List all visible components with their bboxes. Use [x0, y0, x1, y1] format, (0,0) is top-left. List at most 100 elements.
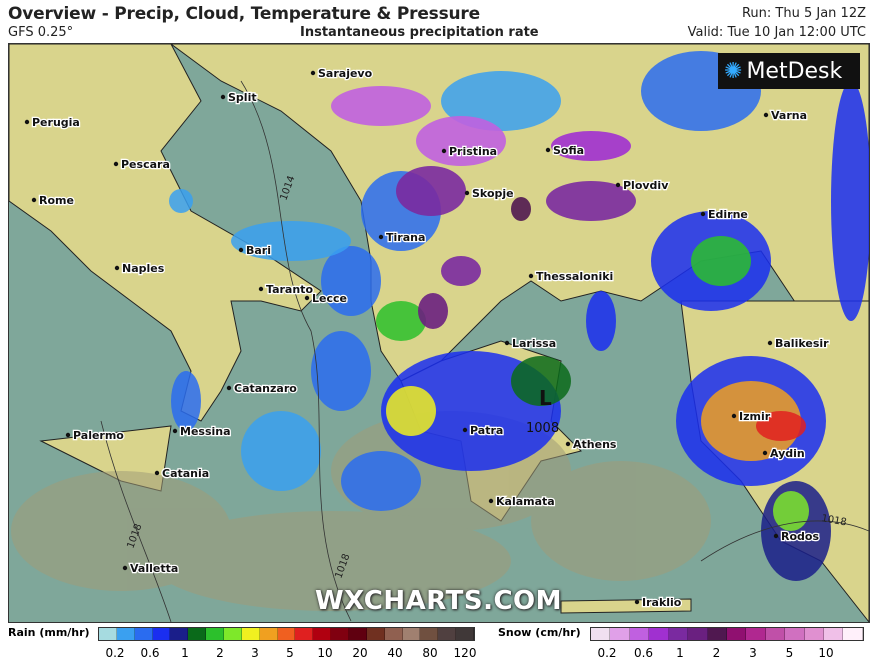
valid-time: Valid: Tue 10 Jan 12:00 UTC: [687, 25, 866, 40]
low-pressure-value: 1008: [526, 421, 559, 436]
color-swatch: [668, 628, 689, 640]
color-swatch: [188, 628, 207, 640]
city-label: Plovdiv: [623, 179, 669, 192]
city-dot: [700, 211, 706, 217]
legend-tick: 5: [286, 646, 294, 660]
italy-land: [9, 44, 322, 422]
city-label: Thessaloniki: [536, 270, 613, 283]
city-perugia: Perugia: [24, 115, 81, 130]
city-dot: [504, 340, 510, 346]
snow-area: [416, 116, 506, 166]
city-label: Edirne: [708, 208, 748, 221]
color-swatch: [99, 628, 117, 640]
legend-tick: 3: [251, 646, 259, 660]
city-dot: [238, 247, 244, 253]
city-dot: [113, 161, 119, 167]
color-swatch: [591, 628, 611, 640]
rain-area: [701, 381, 801, 461]
watermark: WXCHARTS.COM: [315, 586, 563, 616]
legend-tick: 10: [317, 646, 333, 660]
city-label: Skopje: [472, 187, 514, 200]
legend-tick: 10: [818, 646, 834, 660]
city-dot: [464, 190, 470, 196]
city-label: Palermo: [73, 429, 124, 442]
low-pressure-symbol: L: [539, 386, 552, 410]
color-swatch: [456, 628, 475, 640]
color-swatch: [206, 628, 225, 640]
city-split: Split: [220, 90, 258, 105]
city-label: Kalamata: [496, 495, 555, 508]
color-swatch: [241, 628, 260, 640]
city-dot: [545, 147, 551, 153]
city-dot: [24, 119, 30, 125]
city-label: Athens: [573, 438, 617, 451]
model-label: GFS 0.25°: [8, 25, 74, 40]
city-dot: [634, 599, 640, 605]
color-swatch: [649, 628, 669, 640]
city-kalamata: Kalamata: [488, 494, 556, 509]
city-label: Tirana: [386, 231, 425, 244]
crete-land: [560, 598, 692, 614]
legend-tick: 120: [453, 646, 477, 660]
city-label: Varna: [771, 109, 807, 122]
color-swatch: [688, 628, 708, 640]
city-balikesir: Balikesir: [767, 336, 830, 351]
snow-area: [546, 181, 636, 221]
color-swatch: [313, 628, 332, 640]
city-plovdiv: Plovdiv: [615, 178, 670, 193]
precip-snow: [331, 86, 636, 329]
legend-tick: 2: [216, 646, 224, 660]
city-dot: [488, 498, 494, 504]
city-label: Sofia: [553, 144, 584, 157]
color-swatch: [629, 628, 650, 640]
city-label: Catania: [162, 467, 209, 480]
city-edirne: Edirne: [700, 207, 749, 222]
metdesk-logo: ✺ MetDesk: [718, 53, 860, 89]
city-dot: [565, 441, 571, 447]
rain-area: [441, 71, 561, 131]
legend-tick: 80: [422, 646, 438, 660]
rain-area: [376, 301, 426, 341]
city-dot: [462, 427, 468, 433]
rain-colorbar: [98, 627, 475, 641]
rain-area: [831, 81, 869, 321]
city-dot: [220, 94, 226, 100]
city-label: Naples: [122, 262, 165, 275]
city-dot: [258, 286, 264, 292]
rain-area: [169, 189, 193, 213]
color-swatch: [366, 628, 385, 640]
legend-tick: 0.2: [597, 646, 617, 660]
rain-legend-label: Rain (mm/hr): [8, 626, 90, 639]
color-swatch: [384, 628, 403, 640]
rain-area: [511, 356, 571, 406]
city-dot: [615, 182, 621, 188]
legend-tick: 1: [181, 646, 189, 660]
city-dot: [767, 340, 773, 346]
color-swatch: [785, 628, 805, 640]
color-swatch: [170, 628, 189, 640]
color-swatch: [402, 628, 421, 640]
city-label: Bari: [246, 244, 271, 257]
city-catanzaro: Catanzaro: [226, 381, 299, 396]
city-dot: [226, 385, 232, 391]
city-label: Iraklio: [642, 596, 682, 609]
city-dot: [154, 470, 160, 476]
snow-area: [551, 131, 631, 161]
city-label: Lecce: [312, 292, 347, 305]
city-label: Catanzaro: [234, 382, 297, 395]
rain-area: [386, 386, 436, 436]
chart-subtitle: Instantaneous precipitation rate: [300, 25, 539, 40]
legend-tick: 1: [676, 646, 684, 660]
city-tirana: Tirana: [378, 230, 427, 245]
city-dot: [762, 450, 768, 456]
color-swatch: [804, 628, 825, 640]
city-pescara: Pescara: [113, 157, 171, 172]
snow-area: [331, 86, 431, 126]
legend-tick: 0.6: [140, 646, 160, 660]
rain-area: [341, 451, 421, 511]
legend-tick: 40: [387, 646, 403, 660]
rain-area: [171, 371, 201, 431]
rain-area: [586, 291, 616, 351]
city-catania: Catania: [154, 466, 210, 481]
city-label: Aydin: [770, 447, 805, 460]
